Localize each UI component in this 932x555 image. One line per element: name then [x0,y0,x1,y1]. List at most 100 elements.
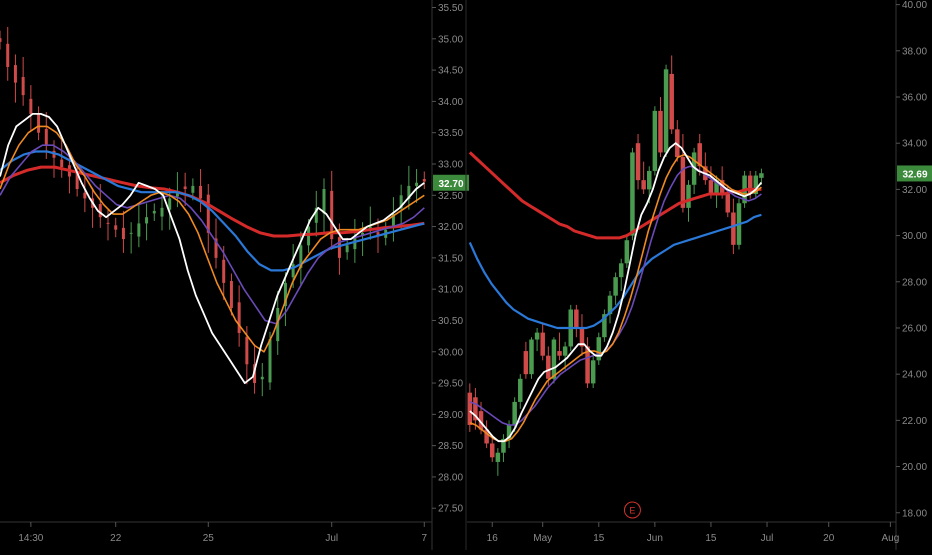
candle-up [512,401,517,425]
y-tick-label: 40.00 [902,0,927,11]
candle-up [129,232,133,234]
candle-up [691,152,697,185]
candle-up [518,378,523,402]
y-tick-label: 29.00 [438,410,463,421]
y-tick-label: 33.00 [438,159,463,170]
candle-down [245,336,249,365]
plot-layer [467,55,764,476]
y-tick-label: 34.00 [902,139,927,150]
candle-down [747,175,753,195]
ma-blue-line [468,213,762,330]
last-price-tag [897,165,932,182]
y-tick-label: 30.00 [438,347,463,358]
candle-down [680,157,686,208]
candle-down [523,351,529,375]
candle-up [596,337,602,361]
candle-down [21,76,25,96]
candle-down [37,113,41,133]
x-tick-label: May [533,533,552,544]
candle-down [484,429,489,444]
x-tick-label: Jul [761,533,774,544]
right-panel: 40.00 38.00 36.00 34.00 32.00 30.00 28.00 26.00… [467,0,932,550]
candle-up [501,438,506,453]
x-tick-label: 22 [110,533,122,544]
ma-orange-line [0,125,425,353]
candle-up [361,232,365,236]
candle-down [579,327,585,347]
candle-down [199,185,203,199]
x-tick-label: Jul [325,533,338,544]
candle-down [0,38,2,42]
candle-down [473,397,478,421]
candle-down [29,98,33,114]
candle-down [114,225,118,230]
y-tick-label: 30.50 [438,316,463,327]
last-price-label: 32.70 [438,179,463,190]
earnings-marker-icon [623,501,641,519]
candle-up [624,240,630,264]
candle-down [44,128,48,146]
ma-white-line [469,142,763,443]
candle-down [658,110,663,153]
ma-orange-line [469,154,762,443]
y-tick-label: 31.00 [438,285,463,296]
y-tick-label: 22.00 [902,416,927,427]
candle-up [562,346,568,356]
candle-down [641,180,646,190]
candle-up [759,173,764,178]
candle-down [546,355,551,379]
candle-up [137,223,141,237]
candle-up [276,307,280,342]
candle-down [422,179,426,182]
candle-up [168,198,172,210]
candle-down [98,204,102,218]
y-tick-label: 32.00 [438,222,463,233]
candle-up [314,207,318,223]
candle-down [467,392,473,425]
x-tick-label: Aug [881,533,899,544]
candle-down [229,281,233,308]
ma-red-line [468,151,762,240]
candle-up [283,282,287,307]
y-tick-label: 35.50 [438,3,463,14]
candle-up [551,339,557,379]
candle-down [206,194,210,233]
candle-up [663,69,669,153]
candle-down [214,238,218,258]
candle-down [708,180,714,195]
candle-up [368,226,372,230]
candle-up [291,264,295,278]
candle-down [697,143,702,167]
y-tick-label: 36.00 [902,93,927,104]
y-tick-label: 29.50 [438,379,463,390]
candle-up [753,175,759,195]
candle-up [322,189,326,214]
x-tick-label: 7 [422,533,428,544]
candle-up [647,170,652,190]
earnings-marker-label: E [629,506,635,516]
x-tick-label: 20 [823,533,835,544]
candle-up [415,182,419,186]
plot-layer [0,26,426,397]
candle-up [618,263,624,278]
candle-down [6,43,10,67]
candle-down [60,159,64,168]
y-tick-label: 26.00 [902,323,927,334]
candle-down [183,186,187,190]
ma-white-line [0,113,425,385]
candle-up [529,339,534,375]
y-tick-label: 27.50 [438,504,463,515]
y-tick-label: 32.50 [438,191,463,202]
candle-down [725,194,731,213]
candle-down [478,411,484,430]
candle-up [175,192,179,197]
candle-up [602,314,607,338]
y-tick-label: 33.50 [438,128,463,139]
candle-down [13,65,17,83]
candle-up [260,376,264,380]
candle-up [191,185,195,193]
candle-up [345,245,349,253]
candle-up [307,226,311,246]
candle-down [330,190,334,240]
